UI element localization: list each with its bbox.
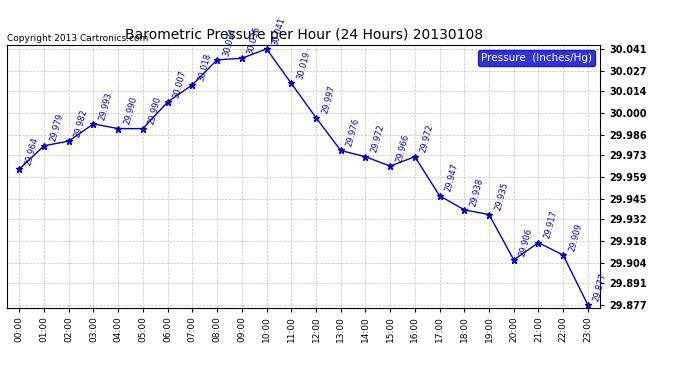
Text: 29.990: 29.990: [147, 96, 164, 126]
Text: 29.976: 29.976: [345, 117, 361, 148]
Text: 29.979: 29.979: [48, 112, 64, 143]
Text: Copyright 2013 Cartronics.com: Copyright 2013 Cartronics.com: [7, 34, 148, 43]
Text: 29.997: 29.997: [320, 84, 336, 115]
Text: 29.972: 29.972: [419, 124, 435, 154]
Text: 29.990: 29.990: [122, 96, 139, 126]
Text: 29.993: 29.993: [97, 91, 114, 121]
Text: 29.909: 29.909: [567, 222, 584, 252]
Text: 29.964: 29.964: [23, 136, 39, 166]
Text: 30.041: 30.041: [270, 16, 287, 46]
Text: 29.947: 29.947: [444, 163, 460, 193]
Text: 29.906: 29.906: [518, 227, 534, 257]
Text: 30.035: 30.035: [246, 25, 262, 56]
Title: Barometric Pressure per Hour (24 Hours) 20130108: Barometric Pressure per Hour (24 Hours) …: [124, 28, 483, 42]
Text: 30.034: 30.034: [221, 27, 237, 57]
Text: 29.935: 29.935: [493, 182, 509, 212]
Text: 29.938: 29.938: [469, 177, 484, 207]
Text: 30.019: 30.019: [295, 50, 312, 81]
Text: 29.917: 29.917: [542, 210, 559, 240]
Legend: Pressure  (Inches/Hg): Pressure (Inches/Hg): [478, 50, 595, 66]
Text: 30.018: 30.018: [197, 52, 213, 82]
Text: 29.966: 29.966: [394, 133, 411, 164]
Text: 29.982: 29.982: [73, 108, 89, 138]
Text: 29.972: 29.972: [370, 124, 386, 154]
Text: 30.007: 30.007: [172, 69, 188, 99]
Text: 29.877: 29.877: [592, 272, 609, 302]
